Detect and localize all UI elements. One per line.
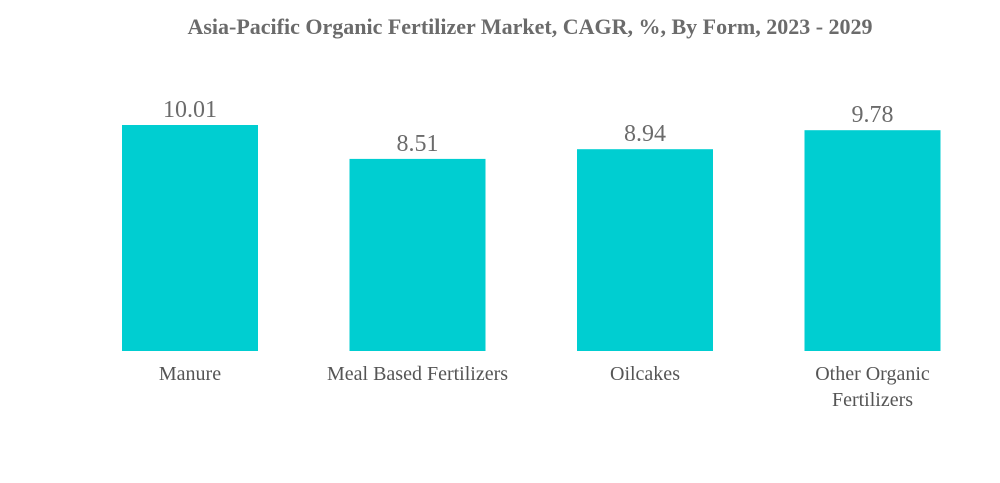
bar-1 xyxy=(349,158,486,351)
value-label-0: 10.01 xyxy=(163,97,217,123)
category-label-2: Oilcakes xyxy=(610,363,680,385)
chart-title: Asia-Pacific Organic Fertilizer Market, … xyxy=(187,14,873,39)
category-label-3-line-0: Other Organic xyxy=(815,363,930,385)
category-label-0: Manure xyxy=(159,363,221,385)
category-label-3-line-1: Fertilizers xyxy=(832,389,913,411)
category-label-1: Meal Based Fertilizers xyxy=(327,363,508,385)
bars-layer xyxy=(122,125,941,351)
value-labels-layer: 10.01 8.51 8.94 9.78 xyxy=(163,97,894,157)
value-label-3: 9.78 xyxy=(852,102,894,128)
value-label-1: 8.51 xyxy=(397,131,439,157)
value-label-2: 8.94 xyxy=(624,121,666,147)
bar-0 xyxy=(122,125,258,351)
category-labels-layer: Manure Meal Based Fertilizers Oilcakes Othe… xyxy=(159,363,930,411)
bar-3 xyxy=(804,130,941,351)
bar-2 xyxy=(577,149,713,351)
